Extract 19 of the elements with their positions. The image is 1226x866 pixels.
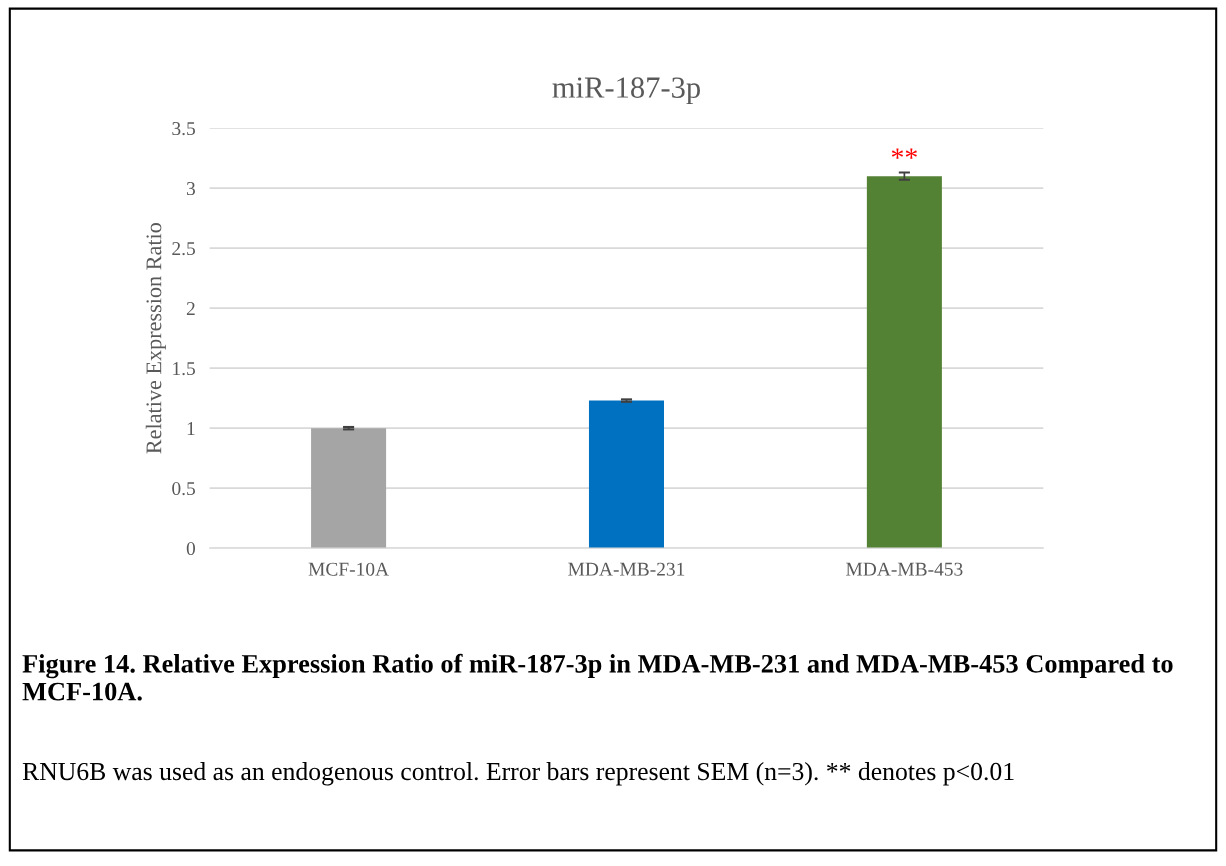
y-tick-label: 0.5 — [172, 481, 195, 496]
bar — [311, 428, 387, 549]
y-tick-label: 3 — [186, 182, 195, 196]
x-tick-label: MDA-MB-231 — [568, 562, 685, 576]
y-tick-label: 1 — [187, 422, 195, 435]
y-tick-label: 3.5 — [172, 122, 195, 136]
x-tick-label: MCF-10A — [308, 562, 389, 576]
bar — [588, 400, 664, 549]
x-tick-label: MDA-MB-453 — [846, 562, 963, 576]
bar — [866, 176, 942, 549]
text: RNU6B was used as an endogenous control. Error bars represent SEM (n=3). ** denotes p<0.01 — [22, 762, 1014, 786]
y-tick-label: 0 — [186, 541, 196, 556]
annotation: ** — [891, 148, 917, 159]
caption: Figure 14. Relative Expression Ratio of miR-187-3p in MDA-MB-231 and MDA-MB-453 Compared to MCF-10A. — [22, 653, 1173, 701]
y-tick-label: 1.5 — [173, 362, 195, 376]
chart-title: miR-187-3p — [552, 77, 700, 105]
y-tick-label: 2 — [186, 302, 195, 315]
y-tick-label: 2.5 — [172, 242, 195, 256]
y-axis-title: Relative Expression Ratio — [145, 223, 166, 454]
